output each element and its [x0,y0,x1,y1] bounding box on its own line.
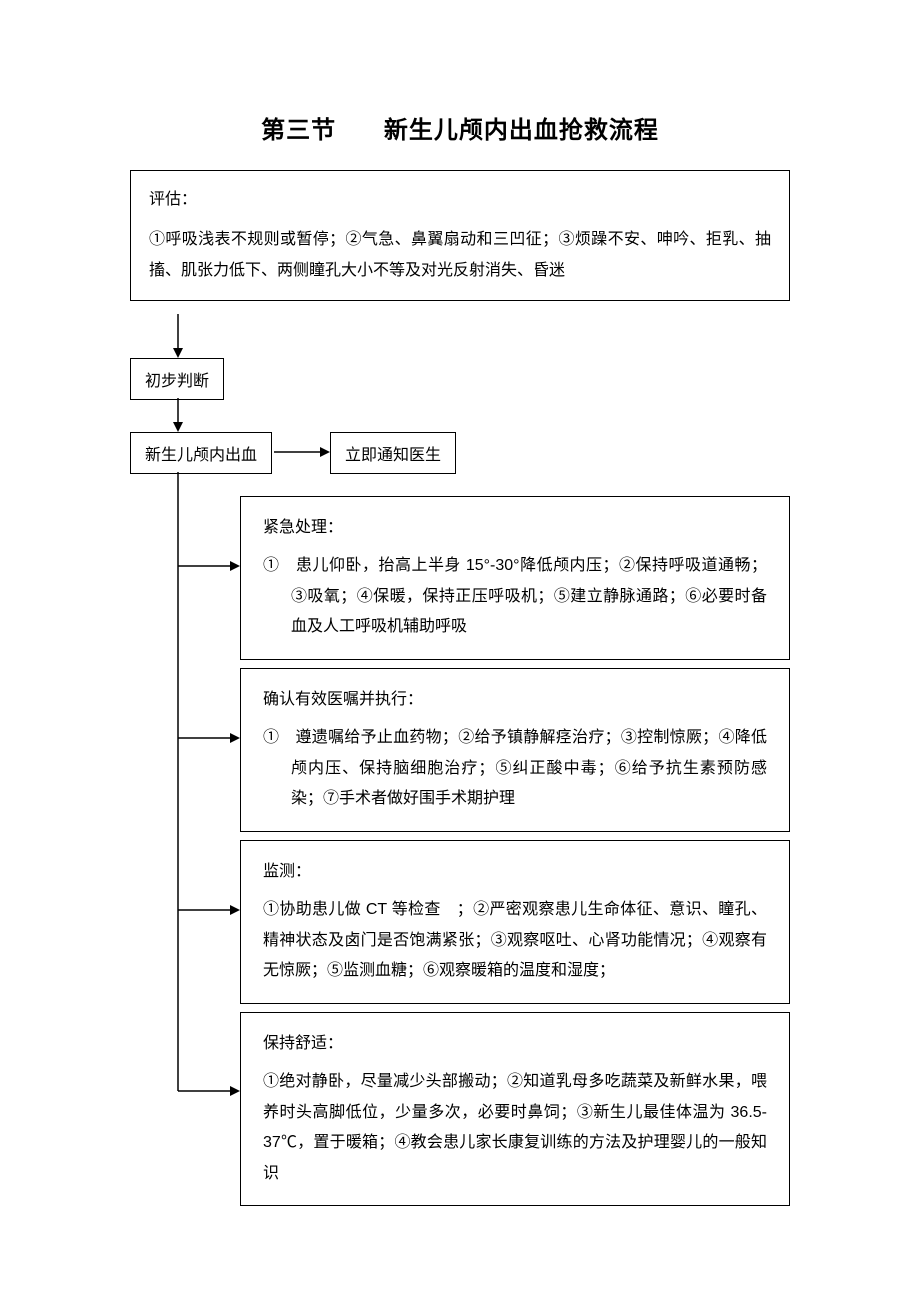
flow-connectors [0,0,920,1302]
